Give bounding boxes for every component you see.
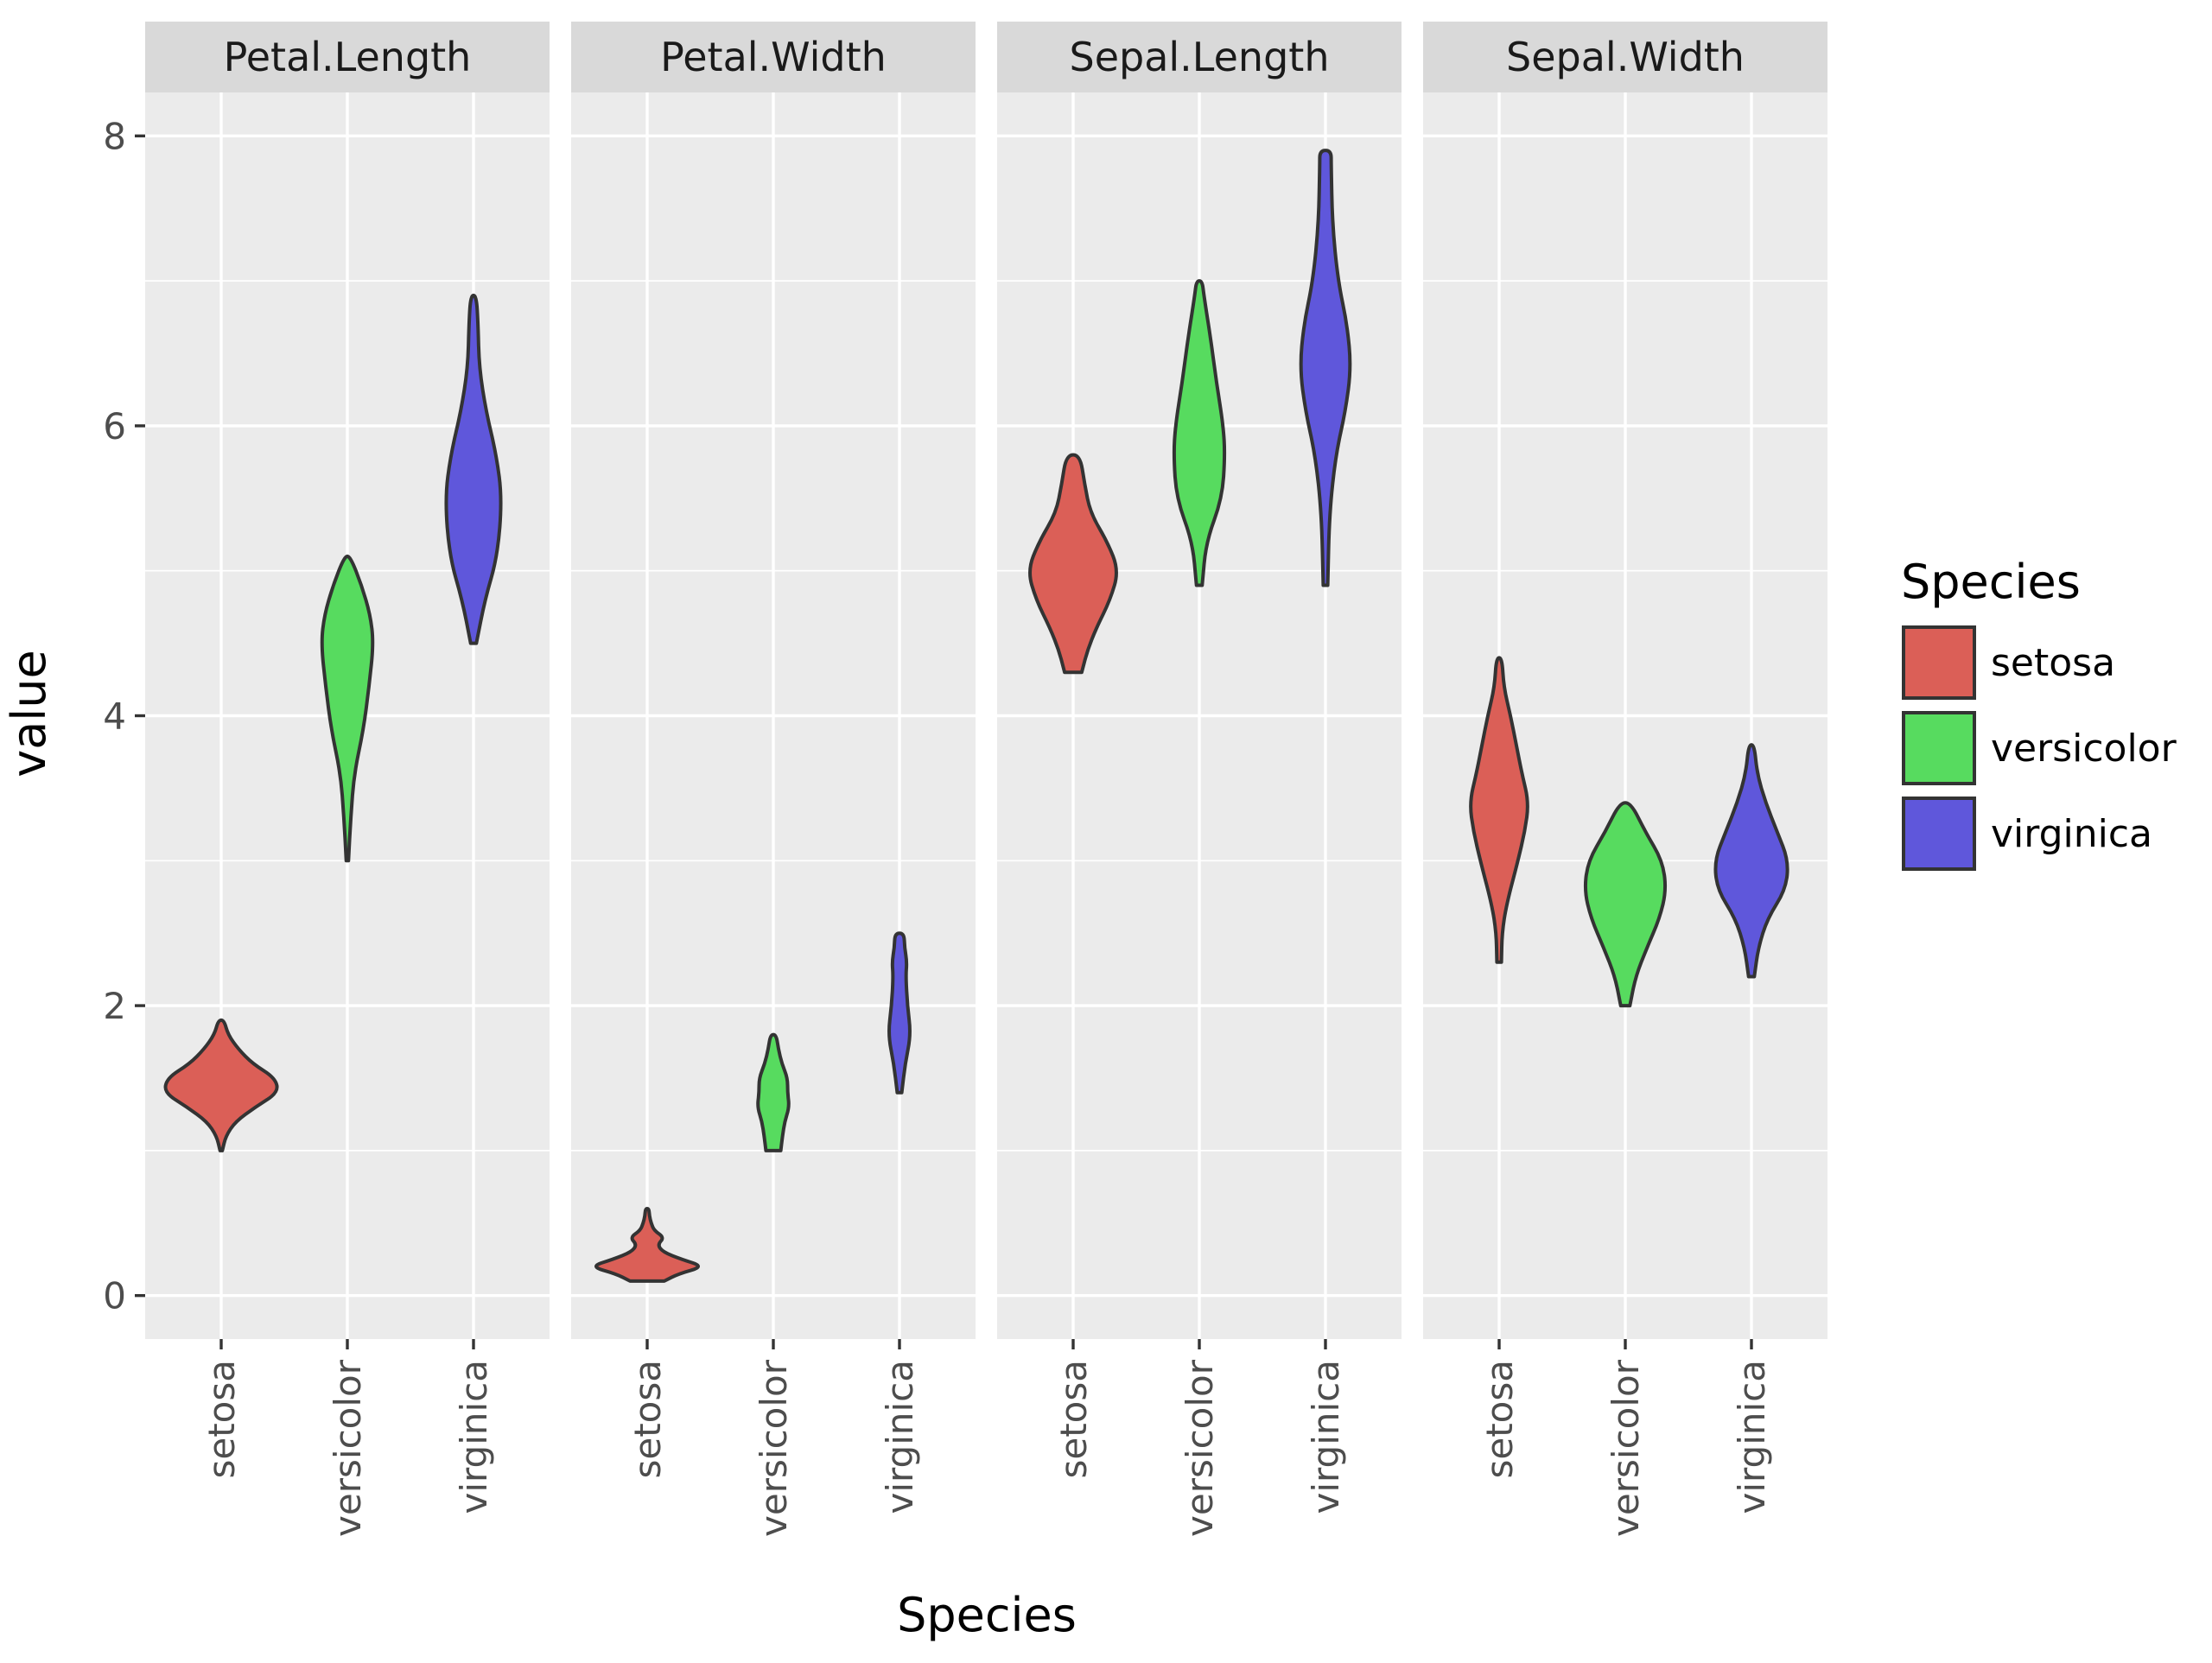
x-tick-label: versicolor: [753, 1359, 795, 1537]
x-tick-label: virginica: [1731, 1360, 1773, 1514]
facet-strip-label: Sepal.Length: [1070, 34, 1330, 80]
legend-swatch-versicolor: [1902, 711, 1976, 785]
violin-petal-length-setosa: [163, 1018, 279, 1152]
facet-strip-label: Sepal.Width: [1506, 34, 1745, 80]
facet-panel-sepal-width: Sepal.Width setosa versicolor virginica: [1423, 22, 1827, 1537]
violin-petal-width-setosa: [594, 1207, 700, 1283]
x-tick-label: virginica: [1305, 1360, 1347, 1514]
y-axis: 0 2 4 6 8: [103, 115, 145, 1317]
legend-label-setosa: setosa: [1991, 641, 2115, 685]
legend-swatch-setosa: [1902, 625, 1976, 700]
y-axis-title: value: [2, 650, 56, 778]
violin-sepal-length-versicolor: [1172, 279, 1227, 587]
facet-panel-petal-width: Petal.Width setosa versicolor virginica: [571, 22, 976, 1537]
facet-strip: [571, 22, 976, 92]
violin-sepal-width-versicolor: [1583, 801, 1668, 1008]
violin-petal-width-virginica: [887, 931, 912, 1095]
y-tick-label: 4: [103, 695, 126, 738]
y-tick-label: 2: [103, 985, 126, 1027]
violin-petal-width-versicolor: [756, 1032, 791, 1152]
x-tick-label: versicolor: [1605, 1359, 1647, 1537]
violin-petal-length-versicolor: [320, 554, 375, 863]
x-tick-label: setosa: [200, 1360, 243, 1479]
facet-strip: [145, 22, 550, 92]
violin-petal-length-virginica: [444, 293, 503, 645]
y-tick-label: 8: [103, 115, 126, 157]
facet-strip: [997, 22, 1402, 92]
x-tick-label: virginica: [879, 1360, 921, 1514]
x-tick-label: versicolor: [1179, 1359, 1221, 1537]
facet-panel-petal-length: Petal.Length setosa versicolor virginica: [145, 22, 550, 1537]
legend-label-virginica: virginica: [1991, 812, 2152, 856]
x-tick-label: virginica: [453, 1360, 495, 1514]
x-tick-label: setosa: [1478, 1360, 1521, 1479]
violin-sepal-width-virginica: [1713, 743, 1789, 979]
x-tick-label: versicolor: [327, 1359, 369, 1537]
legend-label-versicolor: versicolor: [1991, 727, 2177, 771]
violin-sepal-length-virginica: [1299, 149, 1352, 587]
violin-sepal-length-setosa: [1028, 453, 1118, 675]
facet-strip-label: Petal.Width: [660, 34, 887, 80]
violin-sepal-width-setosa: [1469, 656, 1529, 964]
legend-swatch-virginica: [1902, 797, 1976, 871]
legend-title: Species: [1901, 555, 2081, 609]
y-tick-label: 6: [103, 405, 126, 447]
facet-strip: [1423, 22, 1827, 92]
facet-panel-sepal-length: Sepal.Length setosa versicolor virginica: [997, 22, 1402, 1537]
facet-strip-label: Petal.Length: [224, 34, 472, 80]
x-tick-label: setosa: [1052, 1360, 1095, 1479]
y-tick-label: 0: [103, 1275, 126, 1317]
x-tick-label: setosa: [626, 1360, 669, 1479]
x-axis-title: Species: [897, 1588, 1077, 1642]
legend: Species setosa versicolor virginica: [1901, 555, 2177, 871]
